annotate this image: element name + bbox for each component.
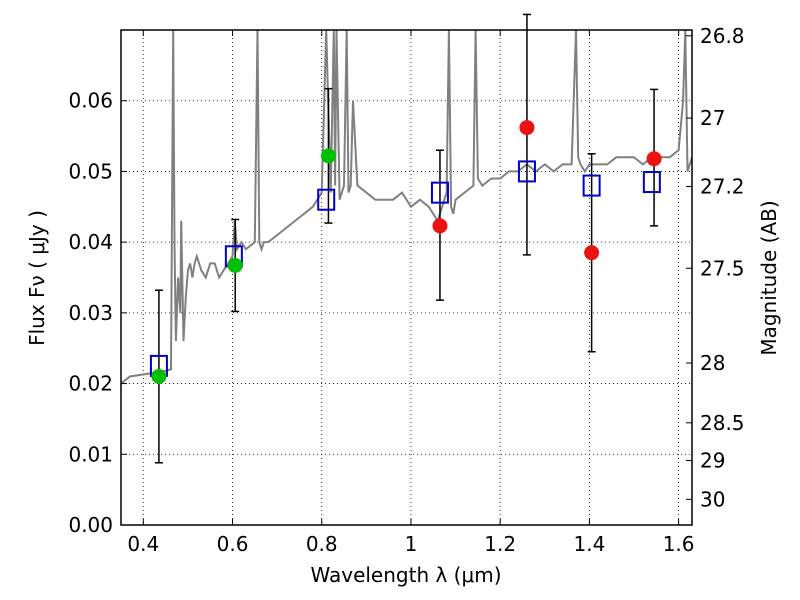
data-point [584, 245, 600, 261]
y-tick-label: 0.02 [68, 372, 113, 396]
y-tick-labels: 0.00 0.01 0.02 0.03 0.04 0.05 0.06 [68, 89, 113, 537]
x-axis-title: Wavelength λ (μm) [310, 563, 501, 587]
plot-background [121, 30, 692, 525]
x-tick-label: 0.4 [127, 532, 159, 556]
x-tick-label: 0.6 [217, 532, 249, 556]
model-photometry-square [317, 188, 336, 211]
markers [149, 120, 662, 384]
plot-frame [120, 29, 693, 526]
x-tick-label: 1.6 [663, 532, 695, 556]
model-photometry-square [430, 181, 449, 204]
data-point [519, 120, 535, 136]
magnitude-tick-label: 27.5 [700, 256, 745, 280]
magnitude-tick-label: 29 [700, 449, 725, 473]
data-point [320, 148, 336, 164]
x-tick-label: 1.4 [573, 532, 605, 556]
model-photometry-square [642, 171, 661, 194]
magnitude-tick-labels: 26.8 27 27.2 27.5 28 28.5 29 30 [700, 24, 745, 512]
y-tick-label: 0.06 [68, 89, 113, 113]
x-tick-label: 1 [405, 532, 418, 556]
model-photometry-square [582, 174, 601, 197]
magnitude-tick-label: 28 [700, 351, 725, 375]
grid [121, 30, 692, 526]
data-point [227, 257, 243, 273]
y-tick-label: 0.00 [68, 513, 113, 537]
data-point [151, 369, 167, 384]
data-point [432, 218, 448, 234]
magnitude-tick-label: 26.8 [700, 24, 745, 48]
y-tick-label: 0.03 [68, 301, 113, 325]
magnitude-axis-title: Magnitude (AB) [757, 200, 781, 355]
model-photometry-square [517, 160, 536, 183]
tick-marks [121, 30, 692, 526]
magnitude-tick-label: 27.2 [700, 175, 745, 199]
model-spectrum-line [121, 30, 692, 385]
x-tick-label: 1.2 [484, 532, 516, 556]
magnitude-tick-label: 28.5 [700, 411, 745, 435]
y-tick-label: 0.05 [68, 159, 113, 183]
magnitude-tick-label: 27 [700, 106, 725, 130]
y-tick-label: 0.04 [68, 230, 113, 254]
y-axis-title: Flux Fν ( μJy ) [25, 210, 49, 346]
x-tick-label: 0.8 [306, 532, 338, 556]
data-point [646, 151, 662, 167]
x-tick-labels: 0.4 0.6 0.8 1 1.2 1.4 1.6 [127, 532, 694, 556]
y-tick-label: 0.01 [68, 442, 113, 466]
magnitude-tick-label: 30 [700, 487, 725, 511]
